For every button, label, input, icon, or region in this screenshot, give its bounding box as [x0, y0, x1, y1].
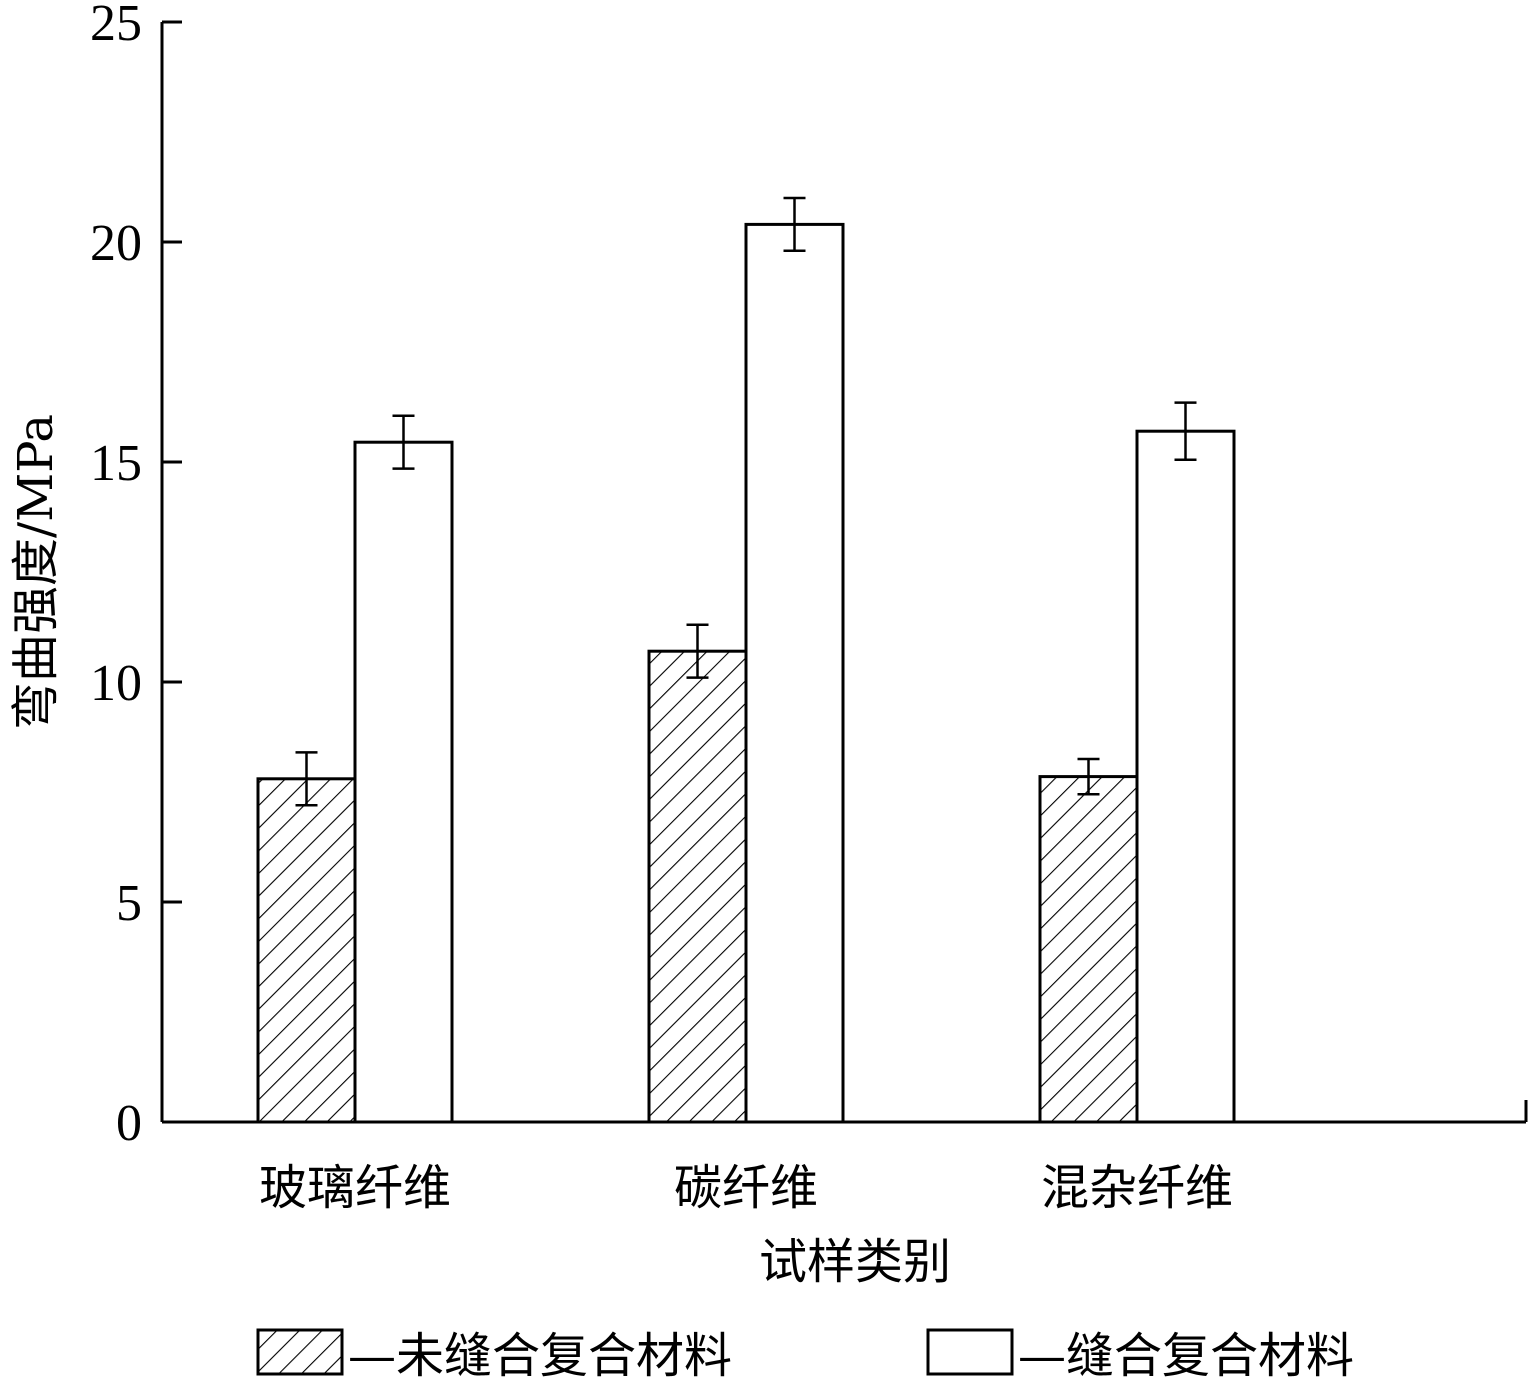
bar	[647, 649, 748, 1124]
x-category-label: 玻璃纤维	[259, 1160, 451, 1216]
bar	[353, 440, 454, 1124]
legend-label: —缝合复合材料	[1018, 1328, 1354, 1384]
x-axis-category-labels: 玻璃纤维 碳纤维 混杂纤维	[259, 1160, 1233, 1216]
legend-swatch	[256, 1328, 344, 1376]
y-tick-label: 0	[116, 1095, 142, 1152]
y-tick-label: 20	[90, 215, 142, 272]
error-bar	[686, 623, 709, 679]
y-tick-label: 15	[90, 435, 142, 492]
legend-label: —未缝合复合材料	[348, 1328, 732, 1384]
bars	[256, 222, 1236, 1124]
error-bar	[1077, 757, 1100, 796]
error-bars	[295, 196, 1197, 807]
y-axis-title: 弯曲强度/MPa	[8, 414, 64, 730]
bar	[1038, 775, 1139, 1124]
y-tick-label: 25	[90, 0, 142, 52]
x-category-label: 混杂纤维	[1041, 1160, 1233, 1216]
error-bar	[1174, 401, 1197, 462]
bar	[744, 222, 845, 1124]
error-bar	[295, 751, 318, 807]
y-tick-label: 10	[90, 655, 142, 712]
bar	[256, 777, 357, 1124]
y-axis-ticks: 0 5 10 15 20 25	[90, 0, 182, 1152]
y-tick-label: 5	[116, 875, 142, 932]
bar	[1135, 429, 1236, 1124]
error-bar	[783, 196, 806, 253]
legend-item: —缝合复合材料	[926, 1328, 1354, 1384]
x-axis-title: 试样类别	[759, 1234, 951, 1290]
legend-item: —未缝合复合材料	[256, 1328, 732, 1384]
legend-swatch	[926, 1328, 1014, 1376]
error-bar	[392, 414, 415, 470]
x-category-label: 碳纤维	[674, 1160, 818, 1216]
legend: —未缝合复合材料 —缝合复合材料	[256, 1328, 1354, 1384]
